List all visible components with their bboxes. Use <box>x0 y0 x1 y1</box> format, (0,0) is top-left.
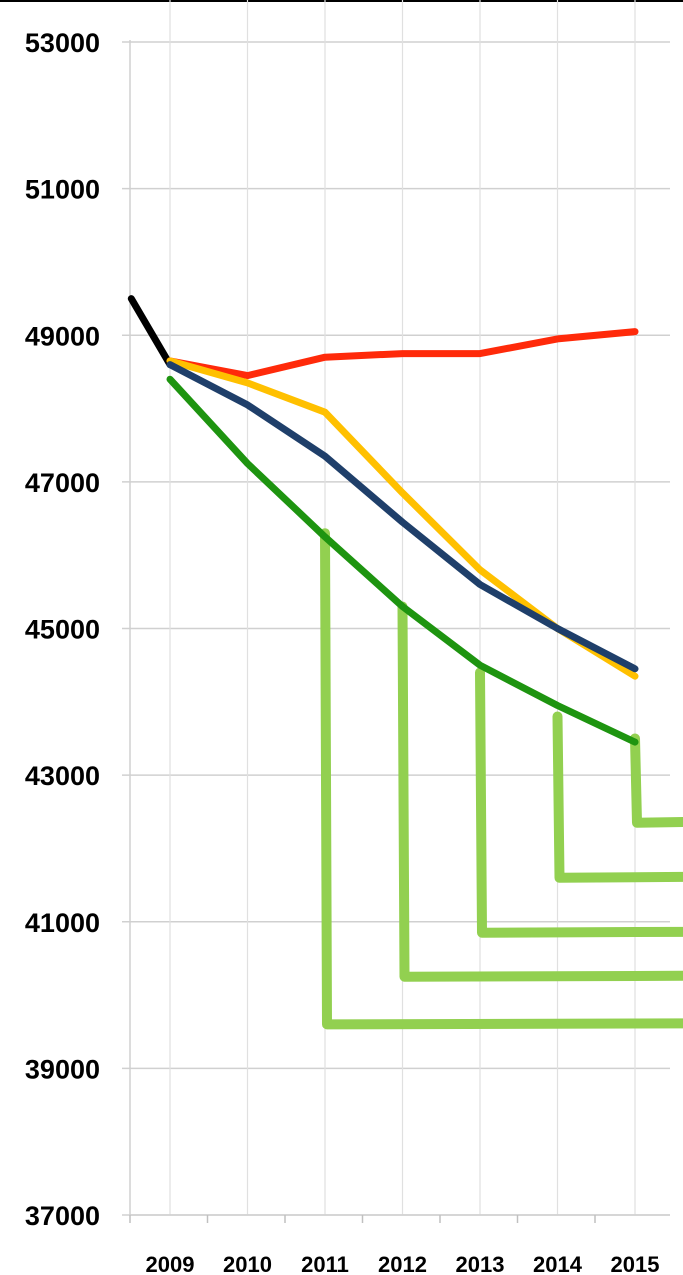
y-axis-ticks: 53000 51000 49000 47000 45000 43000 41000 39000… <box>25 28 100 1231</box>
y-tick-label: 47000 <box>25 468 100 498</box>
series-line <box>166 328 639 380</box>
x-axis-ticks: 2009 2010 2011 2012 2013 2014 2015 <box>146 1252 660 1275</box>
y-tick-label: 41000 <box>25 908 100 938</box>
projection-line <box>320 528 683 1030</box>
x-tick-label: 2009 <box>146 1252 195 1275</box>
x-tick-label: 2014 <box>533 1252 583 1275</box>
x-tick-label: 2015 <box>611 1252 660 1275</box>
series-lines <box>127 295 639 746</box>
series-line <box>166 375 639 746</box>
x-tick-label: 2010 <box>223 1252 272 1275</box>
projection-line <box>397 601 683 982</box>
projection-lines <box>320 528 683 1030</box>
y-tick-label: 51000 <box>25 175 100 205</box>
y-tick-label: 43000 <box>25 761 100 791</box>
series-line <box>127 295 174 369</box>
y-tick-label: 39000 <box>25 1054 100 1084</box>
projection-line <box>475 667 683 938</box>
y-tick-label: 45000 <box>25 615 100 645</box>
x-tick-label: 2012 <box>378 1252 427 1275</box>
axes <box>129 40 670 1223</box>
series-line <box>166 361 639 673</box>
y-tick-label: 49000 <box>25 321 100 351</box>
y-tick-label: 53000 <box>25 28 100 58</box>
x-tick-label: 2011 <box>301 1252 349 1275</box>
projection-line <box>630 733 683 828</box>
projection-line <box>552 711 683 883</box>
x-tick-label: 2013 <box>456 1252 505 1275</box>
y-tick-label: 37000 <box>25 1201 100 1231</box>
grid <box>122 0 670 1216</box>
